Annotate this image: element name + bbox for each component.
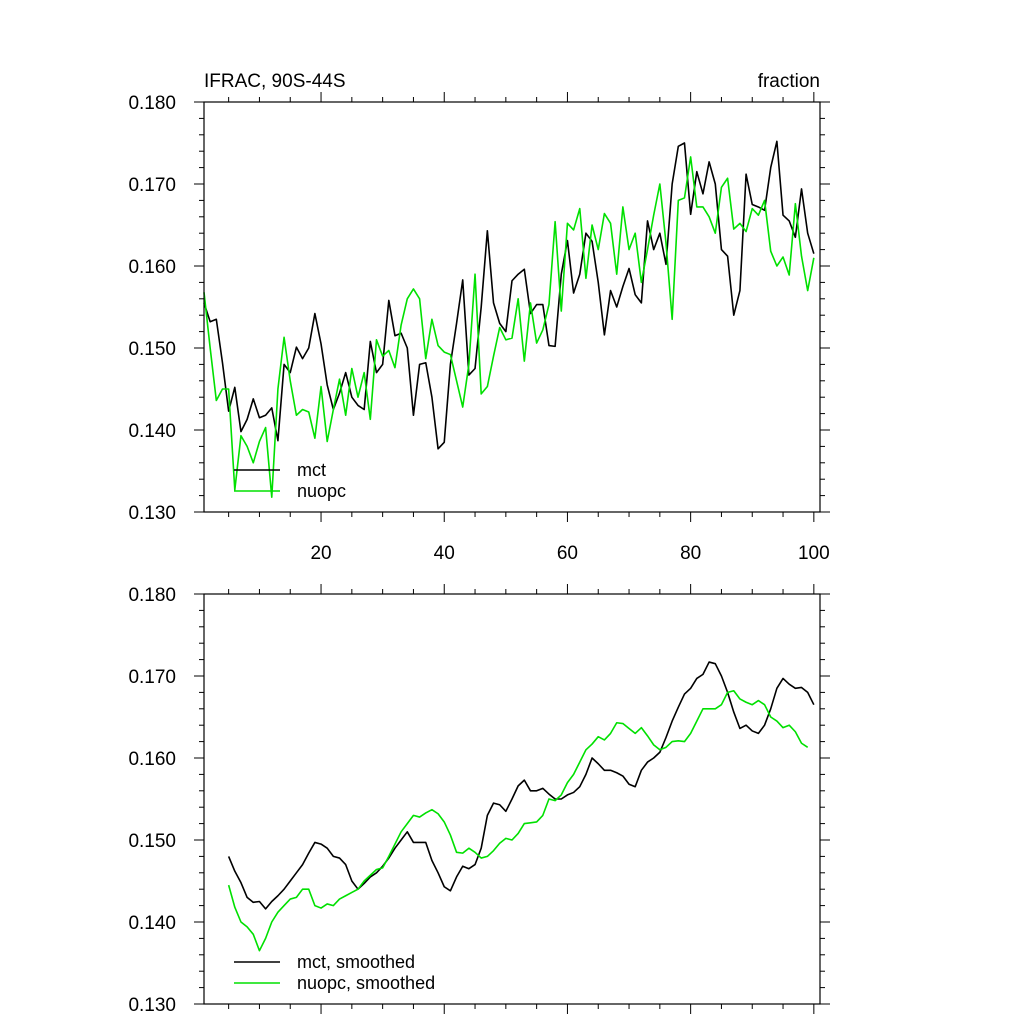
x-tick-label: 60 (557, 543, 578, 564)
legend-label: nuopc, smoothed (297, 973, 435, 993)
y-tick-label: 0.170 (128, 667, 176, 688)
y-tick-label: 0.160 (128, 749, 176, 770)
series-line-mct (203, 140, 815, 450)
y-tick-label: 0.140 (128, 913, 176, 934)
units-label: fraction (758, 71, 820, 92)
legend-label: mct, smoothed (297, 952, 415, 972)
x-tick-label: 20 (310, 543, 331, 564)
top-panel: IFRAC, 90S-44S fraction 0.1300.1400.1500… (128, 71, 830, 564)
y-tick-label: 0.180 (128, 585, 176, 606)
series-line-nuopc-smoothed (227, 689, 809, 952)
x-tick-label: 100 (798, 543, 830, 564)
series-layer (227, 661, 815, 952)
legend-label: nuopc (297, 481, 346, 501)
bottom-panel: 0.130 0.140 0.150 0.160 0.170 0.180 mct, smoo… (128, 584, 830, 1016)
x-tick-label: 40 (434, 543, 455, 564)
y-tick-label: 0.150 (128, 831, 176, 852)
y-tick-label: 0.130 (128, 503, 176, 524)
y-tick-label: 0.140 (128, 421, 176, 442)
plot-frame (203, 593, 821, 1005)
x-tick-label: 80 (680, 543, 701, 564)
series-line-nuopc (203, 156, 815, 499)
series-layer (203, 140, 815, 499)
y-tick-label: 0.160 (128, 257, 176, 278)
y-axis-ticks: 0.130 0.140 0.150 0.160 0.170 0.180 (128, 585, 830, 1016)
plot-frame (203, 101, 821, 513)
y-tick-label: 0.180 (128, 93, 176, 114)
y-tick-label: 0.150 (128, 339, 176, 360)
x-axis-ticks: 20 40 60 80 100 (228, 92, 830, 564)
series-line-mct-smoothed (227, 661, 815, 910)
chart-title: IFRAC, 90S-44S (204, 71, 346, 92)
y-tick-label: 0.170 (128, 175, 176, 196)
y-tick-label: 0.130 (128, 995, 176, 1016)
legend-label: mct (297, 460, 326, 480)
x-axis-ticks (228, 584, 815, 1014)
y-axis-ticks: 0.130 0.140 0.150 0.160 0.170 0.180 (128, 93, 830, 524)
